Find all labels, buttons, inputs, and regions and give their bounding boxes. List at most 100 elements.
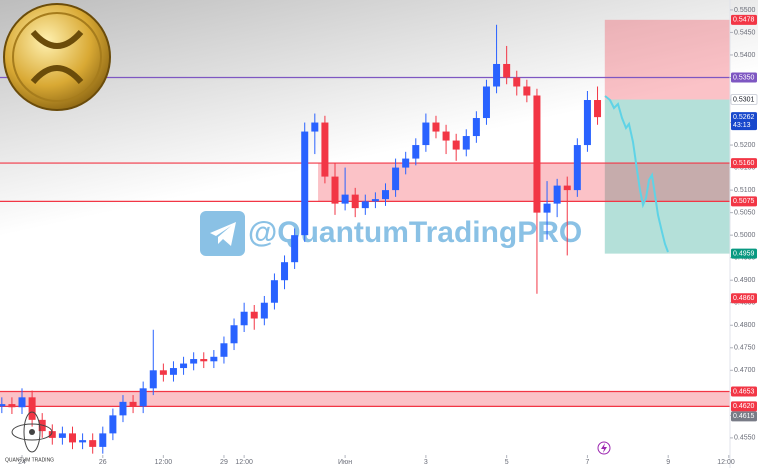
candle-body: [321, 122, 329, 177]
candle-body: [28, 397, 36, 420]
y-tick-label: 0.5100: [734, 187, 756, 194]
price-label-box: [731, 293, 757, 304]
y-tick-label: 0.5000: [734, 232, 756, 239]
candle-body: [402, 158, 410, 168]
candle-body: [230, 325, 238, 344]
y-tick-label: 0.5050: [734, 209, 756, 216]
price-label: 0.5350: [733, 74, 755, 81]
orbit: [23, 411, 41, 453]
zone: [0, 391, 730, 407]
candle-body: [371, 199, 379, 202]
coin-ring: [12, 12, 102, 102]
candle-body: [250, 311, 258, 319]
candle-body: [553, 185, 561, 204]
y-tick-label: 0.5400: [734, 52, 756, 59]
nucleus: [29, 429, 35, 435]
candle-body: [513, 77, 521, 87]
price-label: 0.5262: [733, 114, 755, 121]
candle-body: [462, 136, 470, 150]
candles: [0, 24, 602, 454]
x-tick-label: 12:00: [235, 459, 253, 466]
x-tick-label: 26: [99, 459, 107, 466]
candle-body: [48, 431, 56, 438]
price-label: 0.5478: [733, 17, 755, 24]
price-label-box: [731, 158, 757, 169]
candle-body: [341, 194, 349, 204]
price-label-box: [730, 94, 758, 106]
brand-text: QUANTUM TRADING: [5, 457, 54, 463]
y-tick-label: 0.5200: [734, 142, 756, 149]
y-tick-label: 0.5500: [734, 7, 756, 14]
candle-body: [18, 397, 26, 408]
candle-body: [331, 176, 339, 204]
price-label-box: [731, 401, 757, 412]
candle-body: [432, 122, 440, 132]
forecast-path: [604, 95, 669, 253]
brand-logo: QUANTUM TRADING: [5, 411, 54, 463]
x-tick-label: 12:00: [155, 459, 173, 466]
candle-body: [169, 368, 177, 375]
candle-body: [139, 388, 147, 407]
price-label: 0.5160: [733, 160, 755, 167]
candle-body: [533, 95, 541, 213]
alert-icon[interactable]: [597, 441, 611, 455]
candle-body: [129, 401, 137, 407]
alert-bolt[interactable]: [601, 443, 607, 453]
logo: [3, 3, 111, 111]
candle-body: [0, 404, 6, 407]
candle-body: [442, 131, 450, 141]
price-label: 0.4860: [733, 295, 755, 302]
candle-body: [281, 262, 289, 281]
zones: [0, 19, 730, 407]
price-label: 0.5301: [733, 96, 755, 103]
candle-body: [270, 280, 278, 303]
price-label-box: [731, 248, 757, 259]
candle-body: [291, 235, 299, 263]
y-tick-label: 0.4550: [734, 435, 756, 442]
candle-body: [149, 370, 157, 389]
candle-body: [220, 343, 228, 357]
coin: [3, 3, 111, 111]
candle-body: [493, 63, 501, 87]
axis: 24 26 12:00 29 12:00 Июн 3 5 7 9 12:00: [18, 0, 735, 468]
y-tick-label: 0.5450: [734, 29, 756, 36]
candle-body: [482, 86, 490, 119]
candle-body: [503, 63, 511, 78]
x-tick-label: 3: [424, 459, 428, 466]
price-axis: 0.45500.46000.46500.47000.47500.48000.48…: [730, 7, 758, 442]
y-tick-label: 0.4900: [734, 277, 756, 284]
price-label-box: [731, 386, 757, 397]
candle-body: [89, 440, 97, 447]
price-label-box: [731, 72, 757, 83]
candle-body: [119, 401, 127, 416]
candle-body: [200, 359, 208, 362]
candle-body: [311, 122, 319, 132]
zone: [604, 19, 730, 100]
candle-body: [99, 433, 107, 447]
telegram-plane: [210, 222, 236, 246]
watermark-text: @QuantumTradingPRO: [248, 216, 582, 249]
x-tick-label: 12:00: [717, 459, 735, 466]
x-tick-label: 29: [220, 459, 228, 466]
candle-body: [543, 203, 551, 213]
y-tick-label: 0.4800: [734, 322, 756, 329]
x-tick-label: 9: [666, 459, 670, 466]
candle-body: [260, 302, 268, 319]
candle-body: [58, 433, 66, 438]
candle-body: [361, 201, 369, 209]
candle-body: [68, 433, 76, 443]
candle-body: [594, 100, 602, 118]
price-label: 0.4959: [733, 250, 755, 257]
candle-body: [523, 86, 531, 96]
candle-body: [573, 145, 581, 191]
x-tick-label: 24: [18, 459, 26, 466]
candle-body: [109, 415, 117, 434]
candle-body: [392, 167, 400, 191]
orbit: [11, 423, 53, 441]
price-label: 0.4653: [733, 388, 755, 395]
y-tick-label: 0.4750: [734, 345, 756, 352]
candle-body: [351, 194, 359, 209]
candle-body: [412, 145, 420, 159]
